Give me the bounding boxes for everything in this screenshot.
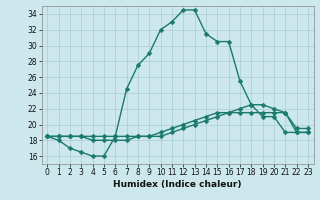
X-axis label: Humidex (Indice chaleur): Humidex (Indice chaleur)	[113, 180, 242, 189]
